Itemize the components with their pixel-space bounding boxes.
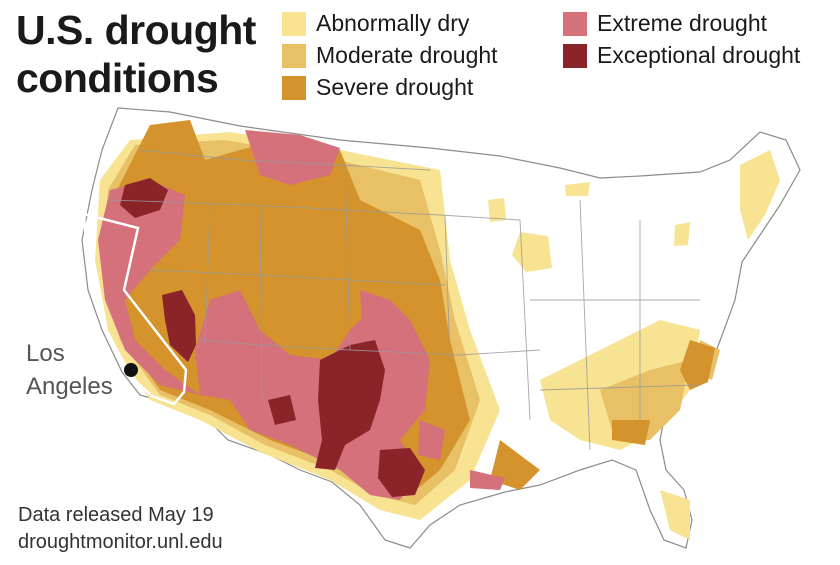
legend-item-moderate-drought: Moderate drought — [282, 42, 498, 69]
legend-item-extreme-drought: Extreme drought — [563, 10, 767, 37]
legend: Abnormally dry Moderate drought Severe d… — [282, 10, 837, 110]
source-link: droughtmonitor.unl.edu — [18, 531, 223, 553]
legend-label: Severe drought — [316, 74, 474, 100]
legend-label: Abnormally dry — [316, 10, 470, 36]
legend-item-severe-drought: Severe drought — [282, 74, 473, 101]
legend-item-exceptional-drought: Exceptional drought — [563, 42, 800, 69]
legend-label: Moderate drought — [316, 42, 498, 68]
release-date: Data released May 19 — [18, 504, 214, 526]
city-label-los-angeles: Los Angeles — [26, 340, 113, 400]
legend-swatch — [282, 75, 306, 100]
page-title: U.S. drought conditions — [16, 7, 256, 101]
legend-swatch — [563, 11, 587, 36]
legend-swatch — [282, 43, 306, 68]
city-dot-icon — [124, 363, 138, 377]
legend-swatch — [563, 43, 587, 68]
legend-swatch — [282, 11, 306, 36]
california-outline — [82, 212, 188, 406]
legend-label: Extreme drought — [597, 10, 768, 36]
exceptional-drought-areas — [120, 178, 425, 497]
legend-label: Exceptional drought — [597, 42, 801, 68]
legend-item-abnormally-dry: Abnormally dry — [282, 10, 469, 37]
footer: Data released May 19 droughtmonitor.unl.… — [18, 502, 223, 556]
state-borders — [109, 149, 701, 451]
